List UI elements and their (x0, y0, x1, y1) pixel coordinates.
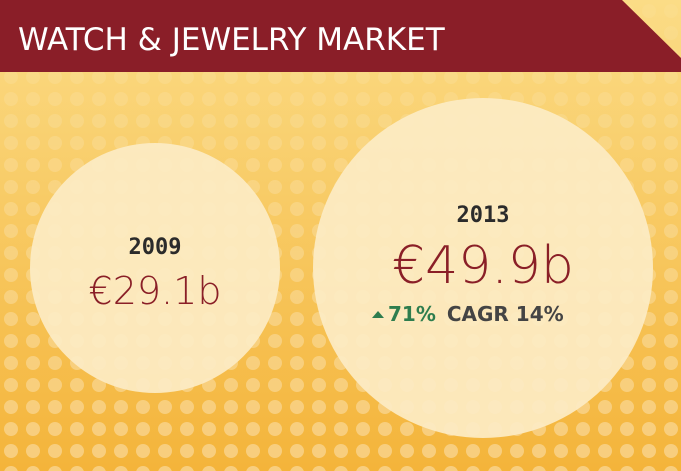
header-title: WATCH & JEWELRY MARKET (18, 22, 446, 58)
year: 2013 (457, 203, 510, 228)
value: €29.1b (89, 269, 222, 313)
up-arrow (372, 311, 384, 318)
value: €49.9b (392, 236, 574, 296)
bubble-2013 (313, 98, 653, 438)
bubble-2009 (30, 143, 280, 393)
growth: 71% (388, 302, 436, 326)
growth-line: 71% CAGR 14% (388, 302, 564, 326)
cagr: CAGR 14% (447, 302, 564, 326)
header-band (0, 0, 681, 72)
year: 2009 (129, 235, 182, 260)
